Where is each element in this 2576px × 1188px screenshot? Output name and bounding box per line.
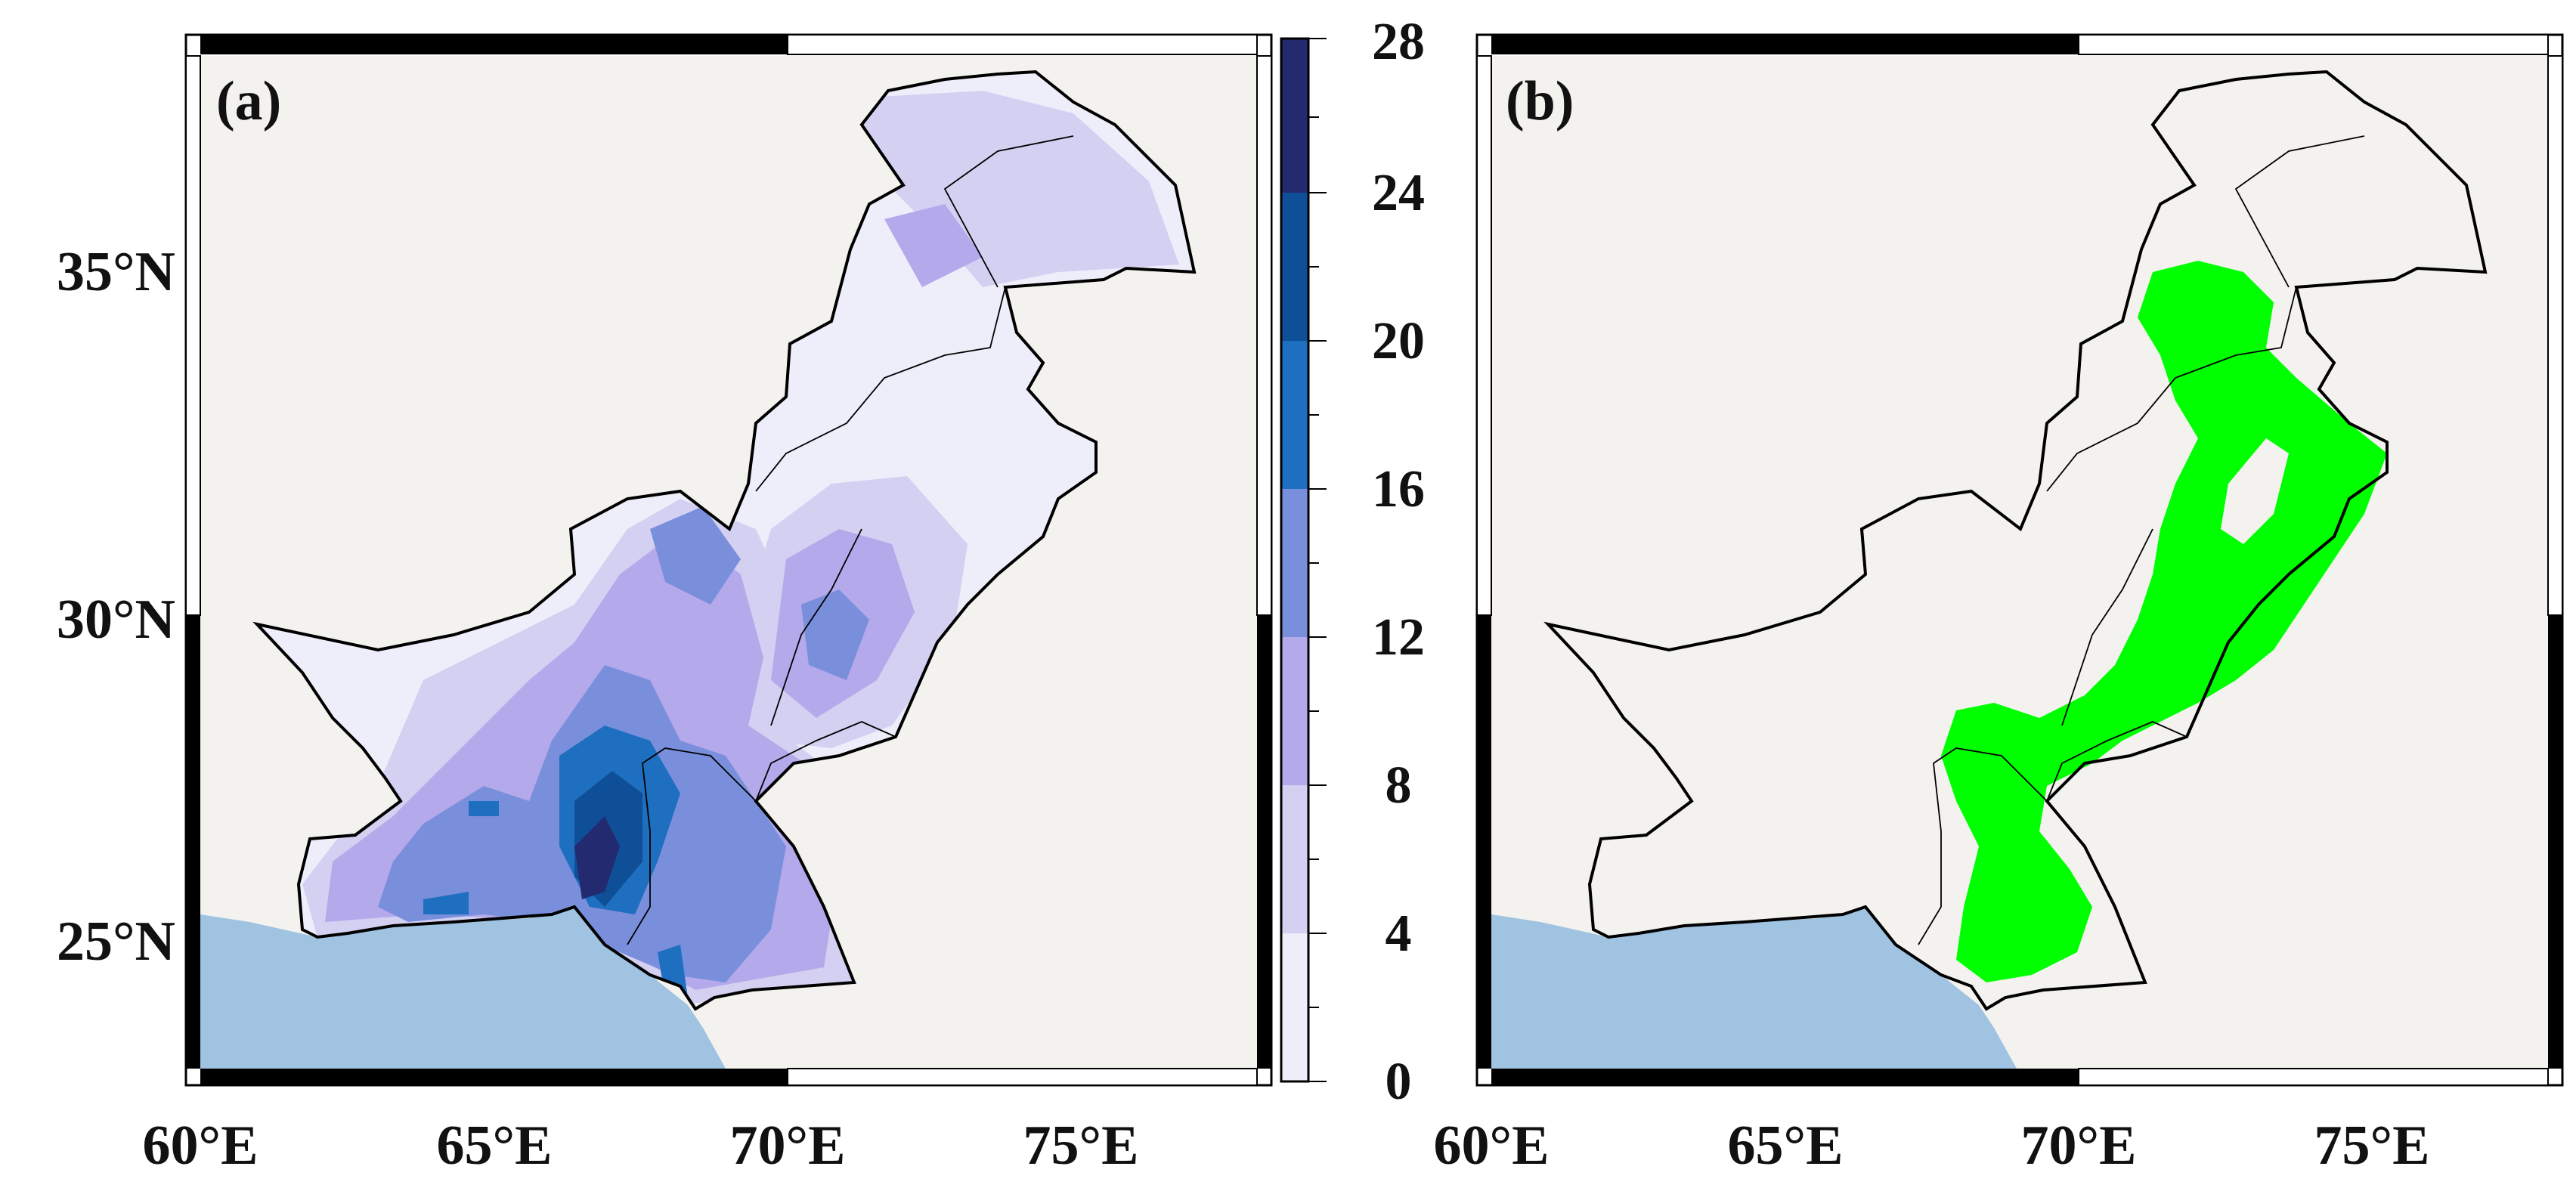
panel-b-highlight-map: (b) 60°E 65°E 70°E 75°E (1434, 33, 2564, 1177)
panel-a-precipitation-map: (a) 35°N 30°N 25°N 60°E 65°E 70°E 75°E (57, 33, 1273, 1177)
panel-a-top-bar-black (200, 35, 788, 54)
panel-a-left-bar-white-top (185, 55, 201, 616)
panel-b-top-bar-black (1491, 35, 2079, 54)
lat-tick-25n: 25°N (57, 911, 175, 973)
contour-level-24 (574, 816, 620, 899)
colorbar-frame (1280, 37, 1310, 1083)
colorbar-seg-12-16 (1281, 489, 1308, 637)
panel-b-left-bar-white-top (1476, 55, 1492, 616)
panel-a-arabian-sea (200, 907, 726, 1069)
colorbar-tick-28: 28 (1372, 13, 1425, 71)
lon-tick-70e-b: 70°E (2021, 1115, 2137, 1177)
panel-b-arabian-sea (1491, 907, 2017, 1069)
green-highlight-region (1941, 261, 2387, 982)
panel-b-bottom-bar-white (2078, 1068, 2549, 1086)
panel-a-top-bar-white (787, 34, 1258, 55)
colorbar-seg-16-20 (1281, 341, 1308, 489)
colorbar-tick-12: 12 (1372, 608, 1425, 667)
lon-tick-60e-a: 60°E (143, 1115, 259, 1177)
lon-tick-75e-a: 75°E (1023, 1115, 1139, 1177)
panel-b-right-bar-black (2548, 615, 2562, 1069)
panel-b-right-bar-white-top (2547, 55, 2563, 616)
panel-a-label: (a) (216, 70, 281, 132)
panel-b-top-bar-white (2078, 34, 2549, 55)
province-boundaries-b (1918, 135, 2365, 945)
colorbar-tick-4: 4 (1386, 905, 1412, 963)
panel-a-right-bar-black (1257, 615, 1271, 1069)
lon-tick-60e-b: 60°E (1434, 1115, 1550, 1177)
panel-a-left-bar-black (186, 615, 200, 1069)
lon-tick-65e-a: 65°E (437, 1115, 553, 1177)
green-highlight-hole (2221, 438, 2289, 544)
colorbar-minor-ticks (1308, 38, 1327, 1082)
colorbar-seg-0-4 (1281, 933, 1308, 1081)
panel-a-bottom-bar-black (200, 1069, 788, 1085)
lat-tick-35n: 35°N (57, 241, 175, 303)
panel-a-bottom-bar-white (787, 1068, 1258, 1086)
panel-b-bottom-bar-black (1491, 1069, 2079, 1085)
colorbar-seg-8-12 (1281, 637, 1308, 785)
lon-tick-75e-b: 75°E (2314, 1115, 2430, 1177)
lon-tick-65e-b: 65°E (1728, 1115, 1844, 1177)
colorbar-tick-24: 24 (1372, 164, 1425, 222)
colorbar-tick-20: 20 (1372, 312, 1425, 370)
colorbar-seg-4-8b (1281, 785, 1308, 933)
colorbar-tick-16: 16 (1372, 460, 1425, 518)
colorbar: 28 24 20 16 12 8 4 0 (1280, 13, 1425, 1111)
lat-tick-30n: 30°N (57, 589, 175, 651)
colorbar-tick-8: 8 (1386, 756, 1412, 815)
colorbar-tick-0: 0 (1386, 1053, 1412, 1111)
panel-b-label: (b) (1506, 70, 1574, 132)
colorbar-seg-20-24 (1281, 193, 1308, 341)
panel-b-left-bar-black (1477, 615, 1491, 1069)
colorbar-seg-24-28 (1281, 39, 1308, 193)
panel-a-right-bar-white-top (1256, 55, 1272, 616)
lon-tick-70e-a: 70°E (730, 1115, 846, 1177)
province-boundaries-a (627, 135, 1074, 945)
